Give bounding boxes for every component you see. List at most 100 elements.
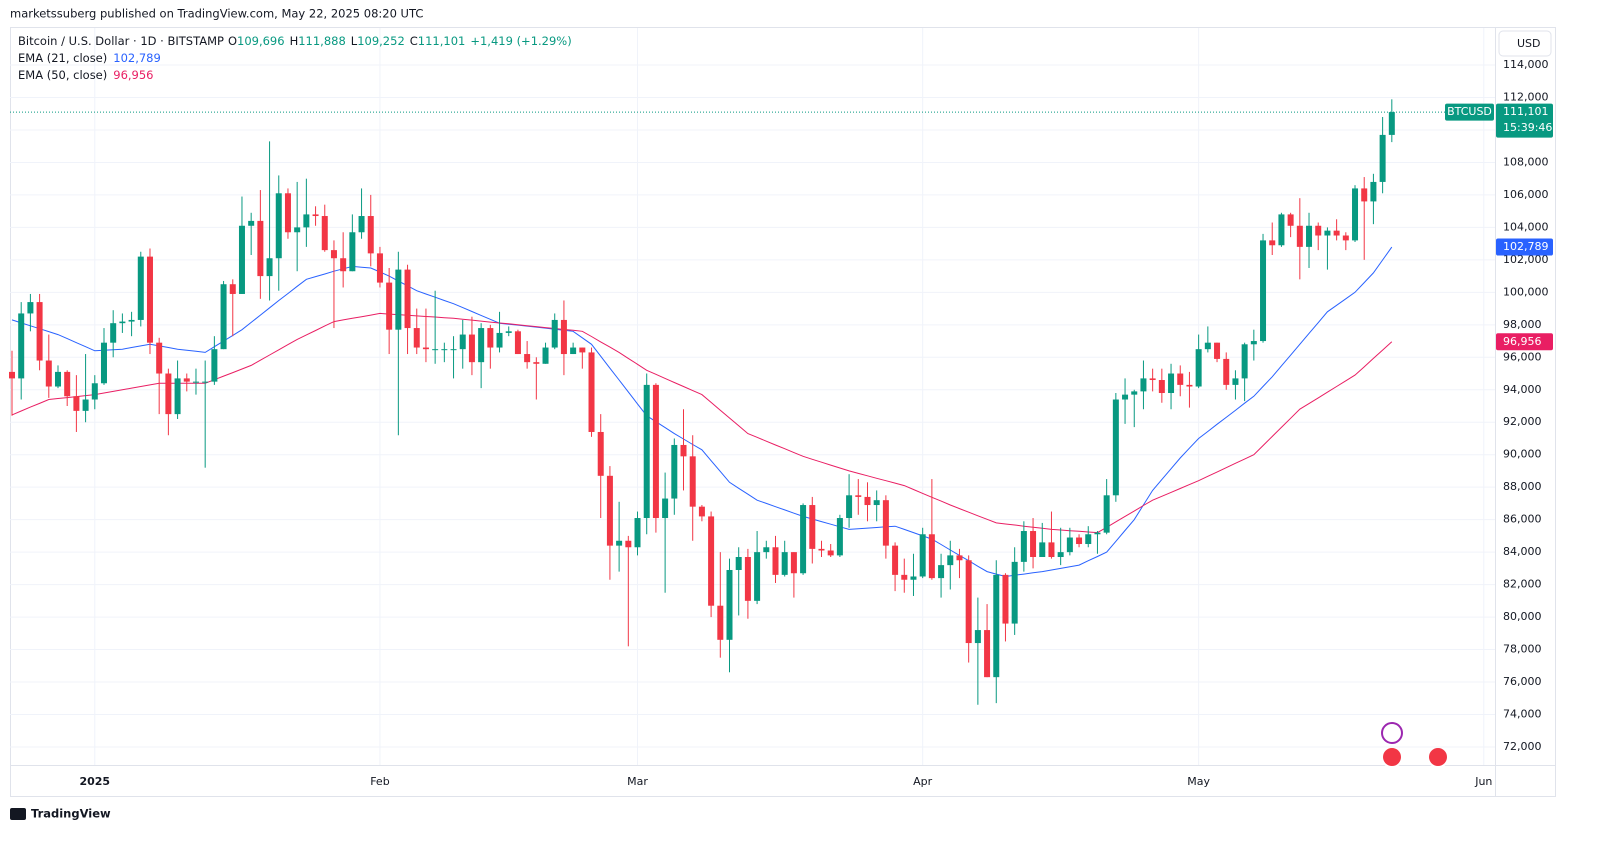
candle-body <box>294 227 301 233</box>
x-tick-label: May <box>1187 775 1210 788</box>
y-tick-label: 86,000 <box>1503 513 1542 526</box>
candle-body <box>1269 240 1276 246</box>
ohlc-key: H <box>290 34 299 48</box>
ohlc-key: L <box>351 34 358 48</box>
y-tick-label: 98,000 <box>1503 318 1542 331</box>
candle-body <box>938 565 945 579</box>
candle-body <box>1195 349 1202 387</box>
candle-body <box>744 557 751 601</box>
candle-body <box>478 328 485 363</box>
event-icon[interactable] <box>1427 746 1449 768</box>
y-tick-label: 72,000 <box>1503 740 1542 753</box>
ema-tag-text: 102,789 <box>1503 240 1549 253</box>
candle-body <box>882 500 889 546</box>
y-tick-label: 106,000 <box>1503 188 1549 201</box>
candle-body <box>100 342 107 384</box>
currency-button[interactable] <box>1498 30 1552 57</box>
event-icon[interactable] <box>1381 746 1403 768</box>
candle-body <box>1131 391 1138 395</box>
candle-body <box>110 323 117 343</box>
candle-body <box>643 384 650 519</box>
legend-value: 102,789 <box>113 51 161 65</box>
candle-body <box>45 360 52 387</box>
candle-body <box>1278 214 1285 246</box>
candle-body <box>1149 378 1156 381</box>
candle-body <box>1011 561 1018 624</box>
candle-body <box>781 552 788 575</box>
candle-body <box>542 347 549 364</box>
chart-frame <box>10 27 1556 797</box>
candle-body <box>726 569 733 640</box>
candle-body <box>1140 378 1147 392</box>
candle-body <box>1232 378 1239 385</box>
candle-body <box>119 321 126 324</box>
candle-body <box>652 384 659 519</box>
candle-body <box>312 214 319 217</box>
candle-body <box>735 557 742 570</box>
event-icon[interactable] <box>1381 722 1403 744</box>
candle-body <box>873 500 880 506</box>
candle-body <box>1122 394 1129 400</box>
candle-body <box>1076 537 1083 545</box>
candle-body <box>1214 342 1221 359</box>
candle-body <box>1306 225 1313 247</box>
candle-body <box>1186 384 1193 387</box>
candle-body <box>560 319 567 355</box>
candle-body <box>432 349 439 351</box>
y-tick-label: 80,000 <box>1503 610 1542 623</box>
candle-body <box>579 347 586 353</box>
candle-body <box>54 371 61 387</box>
candle-body <box>616 540 623 546</box>
candle-body <box>1103 495 1110 533</box>
candle-body <box>524 354 531 363</box>
candle-body <box>606 475 613 546</box>
x-tick-label: Mar <box>627 775 648 788</box>
candle-body <box>192 381 199 383</box>
candle-body <box>1177 373 1184 385</box>
ohlc-value: 109,252 <box>357 34 405 48</box>
candle-body <box>671 444 678 499</box>
y-tick-label: 112,000 <box>1503 90 1549 103</box>
candle-body <box>1352 188 1359 241</box>
candle-body <box>18 313 25 379</box>
candle-body <box>1048 542 1055 558</box>
candle-body <box>376 253 383 283</box>
candle-body <box>514 331 521 355</box>
candle-body <box>1204 342 1211 350</box>
candle-body <box>128 319 135 322</box>
publisher: marketssuberg published on TradingView.c… <box>10 7 423 21</box>
candle-body <box>984 630 991 678</box>
candle-body <box>1287 214 1294 226</box>
currency: USD <box>1517 37 1541 50</box>
candle-body <box>220 284 227 350</box>
footer-logo <box>10 808 26 820</box>
candle-body <box>248 220 255 226</box>
candle-body <box>1020 531 1027 562</box>
candle-body <box>358 216 365 233</box>
candle-body <box>404 269 411 329</box>
candle-body <box>340 258 347 272</box>
y-tick-label: 102,000 <box>1503 253 1549 266</box>
candle-body <box>1370 181 1377 202</box>
candle-body <box>1223 358 1230 385</box>
candle-body <box>1296 225 1303 247</box>
ohlc-value: 111,101 <box>418 34 466 48</box>
legend-value: 96,956 <box>113 68 153 82</box>
candle-body <box>146 256 153 343</box>
price-tag-text: 111,101 <box>1503 105 1549 118</box>
candle-body <box>303 214 310 228</box>
ohlc-key: O <box>228 34 237 48</box>
y-tick-label: 104,000 <box>1503 220 1549 233</box>
candle-body <box>901 574 908 580</box>
y-tick-label: 92,000 <box>1503 415 1542 428</box>
candle-body <box>1002 574 1009 624</box>
candle-body <box>137 256 144 320</box>
change: +1,419 (+1.29%) <box>470 34 571 48</box>
ema-line <box>11 246 1393 578</box>
candle-body <box>91 383 98 400</box>
legend-name: EMA (21, close) <box>18 51 107 65</box>
candle-body <box>156 342 163 374</box>
candle-body <box>993 574 1000 678</box>
candle-body <box>928 534 935 579</box>
